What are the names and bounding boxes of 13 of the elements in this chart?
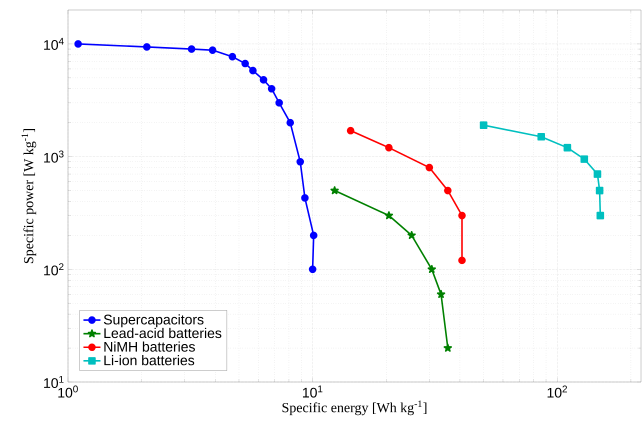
legend-label: NiMH batteries (104, 341, 195, 352)
legend-label: Li-ion batteries (104, 355, 194, 366)
x-axis-title: Specific energy [Wh kg$^{-1}$] (282, 400, 426, 416)
x-tick-label: 10$^{1}$ (302, 386, 322, 398)
y-tick-label: 10$^{2}$ (44, 263, 64, 276)
legend-label: Supercapacitors (104, 314, 204, 328)
y-tick-label: 10$^{3}$ (44, 150, 64, 163)
y-tick-label: 10$^{1}$ (44, 376, 64, 388)
x-tick-label: 10$^{2}$ (548, 386, 567, 398)
legend-label: Lead-acid batteries (104, 328, 222, 338)
y-axis-title: Specific power [W kg$^{-1}$] (22, 129, 36, 264)
x-tick-label: 10$^{0}$ (58, 386, 78, 398)
y-tick-label: 10$^{4}$ (44, 38, 64, 50)
